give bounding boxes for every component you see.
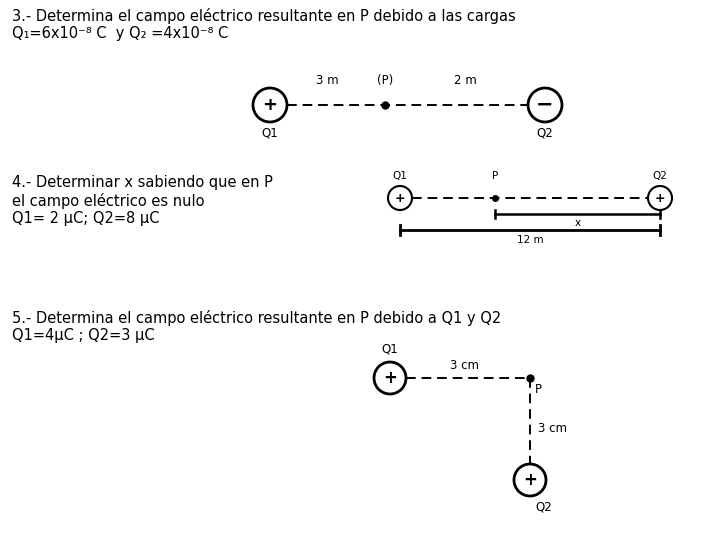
Text: 4.- Determinar x sabiendo que en P: 4.- Determinar x sabiendo que en P [12,175,273,190]
Text: +: + [395,192,405,205]
Text: P: P [492,171,498,181]
Text: x: x [575,218,580,228]
Text: Q2: Q2 [536,127,554,140]
Text: Q2: Q2 [652,171,667,181]
Text: 3 cm: 3 cm [538,422,567,435]
Text: 3 cm: 3 cm [451,359,480,372]
Text: el campo eléctrico es nulo: el campo eléctrico es nulo [12,193,204,209]
Text: Q1= 2 μC; Q2=8 μC: Q1= 2 μC; Q2=8 μC [12,211,160,226]
Text: Q2: Q2 [535,500,552,513]
Text: Q1: Q1 [382,343,398,356]
Text: +: + [654,192,665,205]
Text: (P): (P) [377,74,393,87]
Text: Q1=4μC ; Q2=3 μC: Q1=4μC ; Q2=3 μC [12,328,155,343]
Text: 3 m: 3 m [316,74,339,87]
Text: +: + [383,369,397,387]
Text: +: + [263,96,277,114]
Text: 3.- Determina el campo eléctrico resultante en P debido a las cargas: 3.- Determina el campo eléctrico resulta… [12,8,516,24]
Text: +: + [523,471,537,489]
Text: Q1: Q1 [261,127,279,140]
Text: −: − [536,95,554,115]
Text: 2 m: 2 m [454,74,477,87]
Text: 5.- Determina el campo eléctrico resultante en P debido a Q1 y Q2: 5.- Determina el campo eléctrico resulta… [12,310,501,326]
Text: P: P [535,383,542,396]
Text: Q1: Q1 [392,171,408,181]
Text: Q₁=6x10⁻⁸ C  y Q₂ =4x10⁻⁸ C: Q₁=6x10⁻⁸ C y Q₂ =4x10⁻⁸ C [12,26,228,41]
Text: 12 m: 12 m [517,235,544,245]
